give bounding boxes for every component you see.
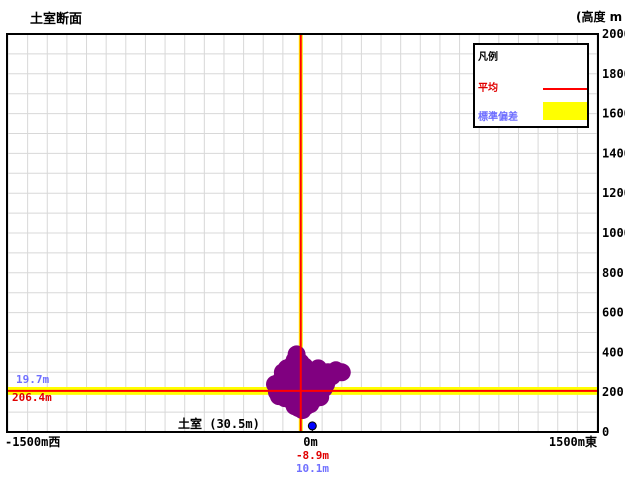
mean-offset-label: -8.9m [296, 449, 329, 462]
y-tick-label: 1200 [602, 186, 625, 200]
y-tick-label: 800 [602, 266, 624, 280]
y-axis-unit: (高度 m [576, 10, 623, 24]
legend-std-swatch [543, 102, 587, 120]
legend: 凡例 平均 標準偏差 [473, 43, 589, 128]
offset-std-label: 10.1m [296, 462, 329, 475]
y-tick-label: 0 [602, 425, 609, 439]
plot-frame [6, 33, 599, 433]
y-tick-label: 200 [602, 385, 624, 399]
y-tick-label: 2000 [602, 27, 625, 41]
data-point [326, 361, 345, 380]
x-tick-label: -1500m西 [5, 435, 60, 449]
y-tick-label: 1400 [602, 146, 625, 160]
legend-title: 凡例 [478, 52, 498, 63]
y-tick-label: 1600 [602, 107, 625, 121]
site-marker [307, 421, 317, 431]
x-tick-label: 1500m東 [549, 434, 597, 449]
y-tick-label: 400 [602, 345, 624, 359]
y-tick-label: 1800 [602, 67, 625, 81]
x-tick-label: 0m [303, 435, 317, 449]
y-tick-labels: 0 200 400 600 800 1000 1200 1400 1600 1800 2000 [602, 27, 625, 439]
y-tick-label: 1000 [602, 226, 625, 240]
mean-lines [8, 34, 597, 432]
height-std-label: 19.7m [16, 373, 49, 386]
site-label: 土室 (30.5m) [178, 416, 260, 431]
data-point [293, 387, 312, 406]
data-point [277, 359, 296, 378]
legend-mean-label: 平均 [478, 83, 498, 94]
legend-std-label: 標準偏差 [478, 112, 518, 123]
data-cluster [266, 345, 351, 420]
mean-height-label: 206.4m [12, 391, 52, 404]
data-point [295, 369, 314, 388]
legend-mean-swatch [543, 88, 587, 90]
chart-title: 土室断面 [30, 12, 83, 27]
y-tick-label: 600 [602, 306, 624, 320]
x-tick-labels: -1500m西 0m 1500m東 [5, 434, 597, 449]
data-point [313, 365, 332, 384]
site-marker-group: 土室 (30.5m) [178, 416, 317, 432]
